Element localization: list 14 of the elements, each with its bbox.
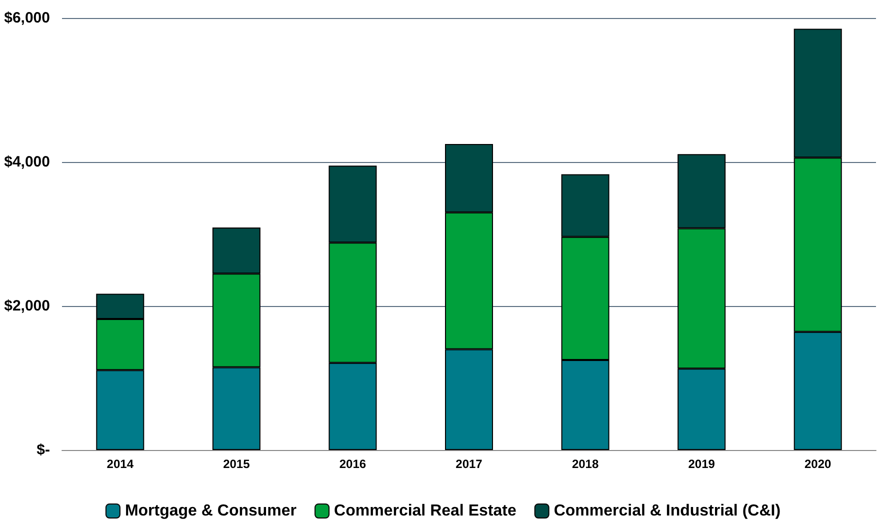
x-tick-label: 2017 (456, 457, 483, 471)
x-tick-label: 2015 (223, 457, 250, 471)
y-tick-label: $2,000 (4, 298, 50, 314)
y-tick-label: $4,000 (4, 154, 50, 170)
legend-label: Mortgage & Consumer (124, 502, 297, 520)
x-tick-label: 2020 (804, 457, 832, 471)
y-tick-label: $6,000 (4, 10, 50, 26)
x-tick-label: 2014 (106, 457, 134, 471)
x-tick-label: 2016 (339, 457, 366, 471)
legend-label: Commercial Real Estate (334, 502, 516, 520)
x-tick-label: 2019 (688, 457, 716, 471)
y-tick-label: $- (36, 442, 50, 458)
legend-label: Commercial & Industrial (C&I) (554, 502, 781, 520)
x-tick-label: 2018 (572, 457, 599, 471)
